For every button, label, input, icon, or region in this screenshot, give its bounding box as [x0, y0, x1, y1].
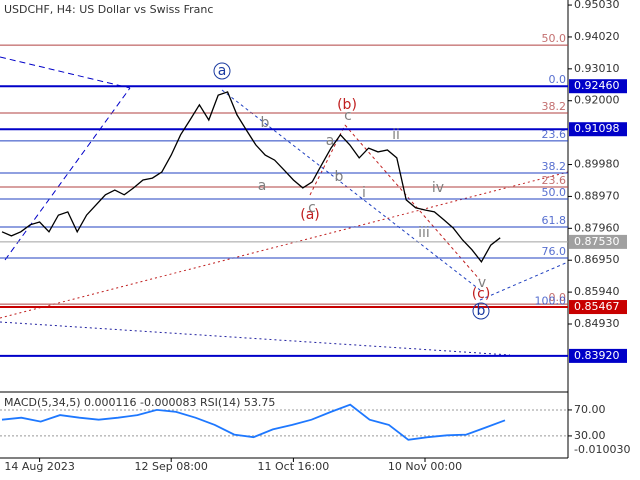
fib-label: 76.0 — [542, 245, 567, 258]
price-label: 0.92460 — [574, 79, 620, 92]
fib-label: 50.0 — [542, 186, 567, 199]
wave-label: iv — [432, 180, 444, 196]
y-tick-label: 0.93010 — [574, 62, 620, 75]
fib-label: 61.8 — [542, 214, 567, 227]
price-label-box — [569, 348, 627, 363]
y-tick-label: 0.95030 — [574, 0, 620, 11]
y-tick-label: 0.92000 — [574, 94, 620, 107]
y-tick-label: 0.94020 — [574, 30, 620, 43]
rsi-line — [1, 403, 506, 441]
price-label-box — [569, 234, 627, 249]
wave-label: iii — [418, 225, 430, 241]
x-tick-label: 11 Oct 16:00 — [258, 460, 330, 473]
wave-label: a — [326, 133, 335, 149]
indicator-title: MACD(5,34,5) 0.000116 -0.000083 RSI(14) … — [4, 396, 275, 409]
fib-label: 100.0 — [535, 294, 567, 307]
wave-label: ii — [392, 127, 400, 143]
price-label: 0.87530 — [574, 235, 620, 248]
wave-label: a — [218, 63, 227, 79]
x-tick-label: 10 Nov 00:00 — [388, 460, 462, 473]
x-tick-label: 14 Aug 2023 — [4, 460, 74, 473]
y-tick-label: 0.87960 — [574, 221, 620, 234]
wave-circle — [472, 302, 490, 320]
price-label: 0.91098 — [574, 122, 620, 135]
fib-label: 23.6 — [542, 128, 567, 141]
fib-label: 0.0 — [549, 73, 567, 86]
wave-label: i — [362, 185, 366, 201]
fib-label: 0.0 — [549, 291, 567, 304]
fib-label: 38.2 — [542, 100, 567, 113]
y-tick-label: 0.89980 — [574, 158, 620, 171]
wave-label: (a) — [300, 207, 320, 223]
trendline — [0, 56, 131, 89]
y-tick-label: 70.00 — [574, 403, 606, 416]
channel-line — [479, 261, 569, 301]
chart-title: USDCHF, H4: US Dollar vs Swiss Franc — [4, 3, 213, 16]
price-label: 0.83920 — [574, 349, 620, 362]
indicator-scale-label: -0.010030 — [574, 443, 630, 456]
wave-label: b — [477, 303, 486, 319]
y-tick-label: 0.85940 — [574, 285, 620, 298]
y-tick-label: 30.00 — [574, 429, 606, 442]
channel-line — [0, 321, 511, 356]
price-label-box — [569, 79, 627, 94]
wave-label: c — [308, 200, 316, 216]
price-label: 0.85467 — [574, 300, 620, 313]
trendline — [4, 87, 131, 261]
wave-circle — [213, 62, 231, 80]
wave-label: a — [258, 178, 267, 194]
wave-label: b — [261, 115, 270, 131]
wave-label: v — [478, 275, 486, 291]
fib-label: 23.6 — [542, 174, 567, 187]
fib-label: 50.0 — [542, 32, 567, 45]
x-tick-label: 12 Sep 08:00 — [134, 460, 207, 473]
wave-line — [309, 124, 346, 196]
wave-label: (b) — [337, 97, 357, 113]
wave-label: c — [344, 108, 352, 124]
wave-line — [344, 124, 481, 281]
price-label-box — [569, 300, 627, 315]
price-line — [1, 91, 501, 263]
y-tick-label: 0.86950 — [574, 253, 620, 266]
y-tick-label: 0.84930 — [574, 317, 620, 330]
y-tick-label: 0.88970 — [574, 189, 620, 202]
wave-line — [221, 89, 481, 291]
price-label-box — [569, 122, 627, 137]
fib-label: 38.2 — [542, 160, 567, 173]
wave-label: b — [335, 169, 344, 185]
wave-label: (c) — [472, 286, 491, 302]
